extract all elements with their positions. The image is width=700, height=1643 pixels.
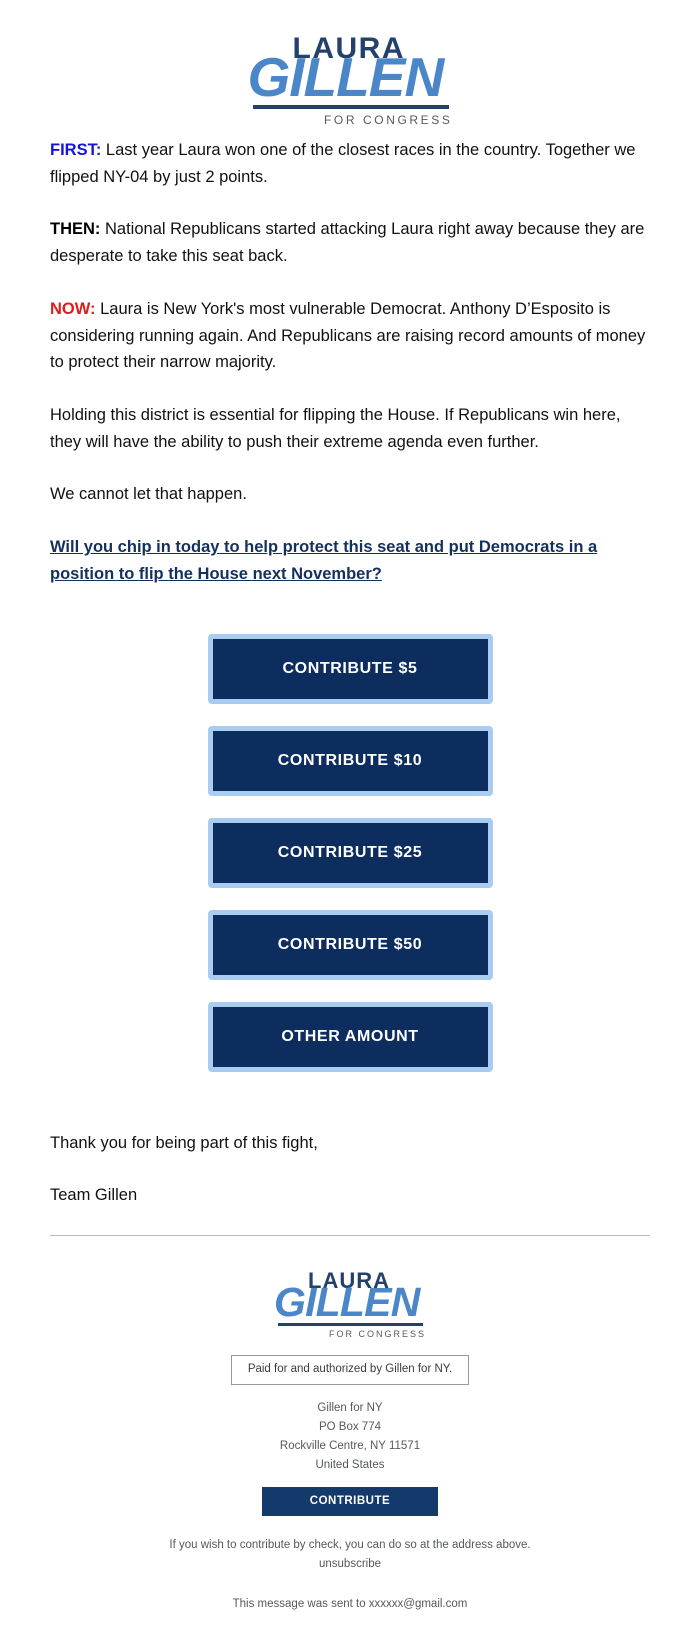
footer-contribute-button[interactable]: CONTRIBUTE: [261, 1486, 439, 1517]
logo-tagline: FOR CONGRESS: [323, 113, 453, 127]
paragraph-stakes: Holding this district is essential for f…: [50, 406, 621, 451]
first-tag: FIRST:: [50, 141, 102, 159]
email-signoff: Thank you for being part of this fight, …: [0, 1108, 700, 1209]
contribute-button-other[interactable]: OTHER AMOUNT: [207, 1001, 493, 1072]
contribute-button-50[interactable]: CONTRIBUTE $50: [207, 909, 493, 980]
logo-underline-bar: [252, 105, 449, 109]
contribute-button-10[interactable]: CONTRIBUTE $10: [207, 725, 493, 796]
now-tag: NOW:: [50, 299, 96, 318]
footer-divider: [50, 1235, 650, 1237]
logo-first-name: LAURA: [292, 32, 405, 65]
chip-in-cta-link[interactable]: Will you chip in today to help protect t…: [50, 538, 598, 583]
campaign-logo-footer[interactable]: LAURA GILLEN FOR CONGRESS: [274, 1270, 426, 1344]
contribute-button-5[interactable]: CONTRIBUTE $5: [207, 633, 493, 704]
sent-to-recipient: This message was sent to xxxxxx@gmail.co…: [232, 1598, 468, 1611]
paragraph-then-text: National Republicans started attacking L…: [50, 220, 645, 266]
address-line-4: United States: [315, 1458, 385, 1471]
contribute-button-25[interactable]: CONTRIBUTE $25: [207, 817, 493, 888]
paragraph-first-text: Last year Laura won one of the closest r…: [50, 141, 636, 186]
footer-logo-first-name: LAURA: [308, 1268, 390, 1294]
address-line-3: Rockville Centre, NY 11571: [279, 1439, 421, 1452]
logo-last-name: GILLEN: [247, 46, 445, 108]
unsubscribe-link[interactable]: unsubscribe: [318, 1557, 381, 1570]
paragraph-closing-line: We cannot let that happen.: [50, 485, 247, 504]
paragraph-now-text: Laura is New York's most vulnerable Demo…: [50, 299, 646, 372]
paragraph-first: FIRST: Last year Laura won one of the cl…: [50, 137, 650, 190]
then-tag: THEN:: [50, 220, 101, 239]
email-body-copy: FIRST: Last year Laura won one of the cl…: [0, 137, 700, 588]
paragraph-now: NOW: Laura is New York's most vulnerable…: [50, 296, 650, 376]
footer-logo-underline-bar: [278, 1323, 423, 1327]
donate-button-group: CONTRIBUTE $5 CONTRIBUTE $10 CONTRIBUTE …: [0, 614, 700, 1108]
check-contribution-note: If you wish to contribute by check, you …: [0, 1536, 700, 1573]
address-line-2: PO Box 774: [318, 1420, 381, 1433]
footer-logo-tagline: FOR CONGRESS: [328, 1329, 426, 1340]
paragraph-then: THEN: National Republicans started attac…: [50, 216, 650, 269]
email-header: LAURA GILLEN FOR CONGRESS: [0, 0, 700, 137]
check-note-text: If you wish to contribute by check, you …: [169, 1539, 531, 1552]
paid-for-disclaimer: Paid for and authorized by Gillen for NY…: [230, 1355, 470, 1385]
signoff-thanks: Thank you for being part of this fight,: [50, 1133, 318, 1152]
address-line-1: Gillen for NY: [317, 1401, 383, 1414]
signoff-team: Team Gillen: [50, 1186, 138, 1205]
committee-address: Gillen for NY PO Box 774 Rockville Centr…: [0, 1399, 700, 1475]
footer-logo-last-name: GILLEN: [274, 1279, 420, 1326]
email-footer: LAURA GILLEN FOR CONGRESS Paid for and a…: [0, 1236, 700, 1643]
campaign-logo-header[interactable]: LAURA GILLEN FOR CONGRESS: [248, 34, 453, 132]
